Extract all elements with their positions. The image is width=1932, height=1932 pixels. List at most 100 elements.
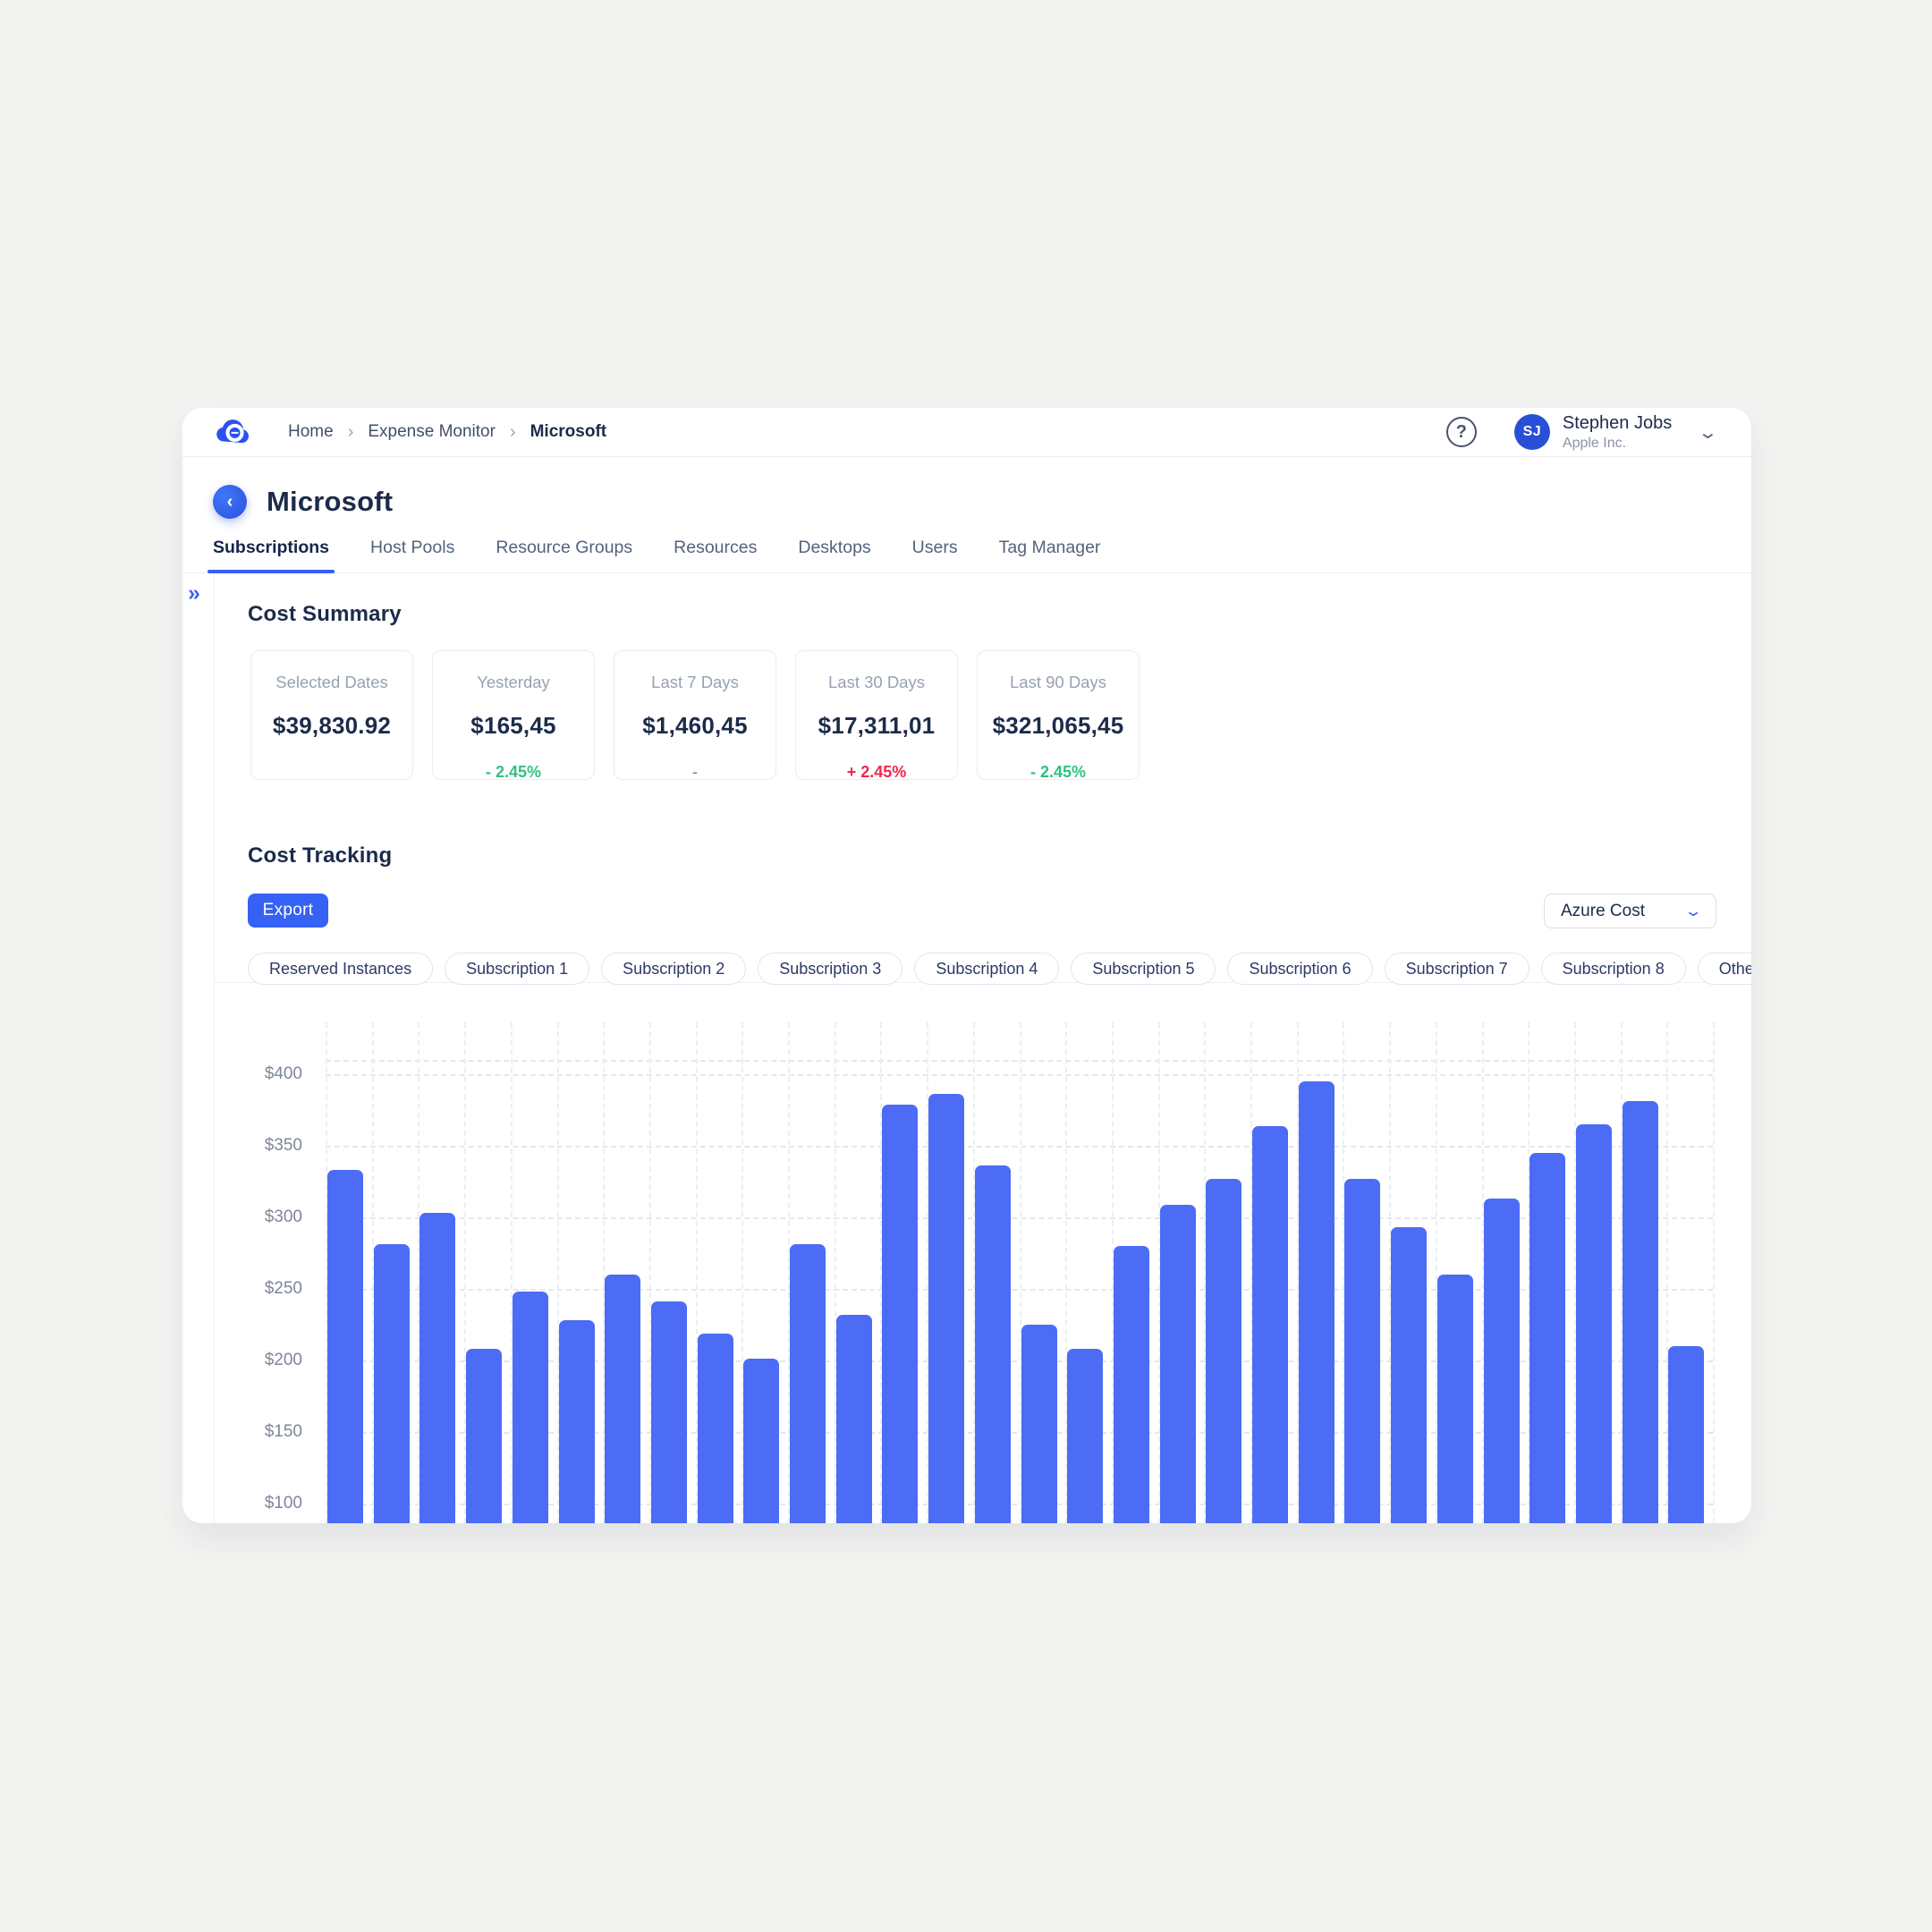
metric-select-value: Azure Cost — [1561, 901, 1645, 920]
breadcrumb-expense-monitor[interactable]: Expense Monitor — [368, 422, 496, 441]
chart-bar[interactable] — [1067, 1349, 1104, 1523]
cost-summary-heading: Cost Summary — [248, 602, 402, 626]
chart-bar[interactable] — [882, 1104, 919, 1523]
summary-card-delta: - 2.45% — [1030, 763, 1087, 781]
chart-bar[interactable] — [1252, 1125, 1288, 1523]
tab-subscriptions[interactable]: Subscriptions — [207, 538, 335, 573]
chart-bar[interactable] — [512, 1292, 548, 1523]
summary-card-delta: - 2.45% — [485, 763, 542, 781]
chart-bar[interactable] — [743, 1359, 780, 1523]
chart-gridline — [326, 1074, 1713, 1076]
chart-bar[interactable] — [835, 1314, 872, 1523]
chart-bar[interactable] — [558, 1320, 595, 1523]
summary-card-value: $1,460,45 — [642, 712, 748, 739]
y-axis-tick-label: $100 — [264, 1494, 302, 1513]
tab-resource-groups[interactable]: Resource Groups — [496, 538, 633, 557]
y-axis-tick-label: $400 — [264, 1064, 302, 1083]
summary-card-label: Selected Dates — [275, 673, 388, 691]
chart-bar[interactable] — [1622, 1101, 1658, 1523]
page-title: Microsoft — [267, 486, 394, 517]
chart-bar[interactable] — [1530, 1153, 1566, 1523]
chart-bar[interactable] — [1668, 1346, 1705, 1523]
breadcrumb-separator-icon: › — [347, 421, 354, 442]
filter-chip[interactable]: Subscription 5 — [1071, 953, 1216, 985]
chevron-down-icon: ⌄ — [1683, 902, 1703, 919]
filter-chip[interactable]: Other (5 subscriptions) — [1697, 953, 1751, 985]
chart-bar[interactable] — [974, 1165, 1011, 1523]
y-axis-tick-label: $150 — [264, 1422, 302, 1441]
filter-chip[interactable]: Subscription 3 — [758, 953, 903, 985]
chart-bar[interactable] — [327, 1170, 363, 1523]
user-info: Stephen Jobs Apple Inc. — [1563, 412, 1672, 453]
back-button[interactable]: ‹ — [213, 485, 247, 519]
breadcrumb: Home › Expense Monitor › Microsoft — [288, 422, 606, 443]
chart-gridline-vertical — [1713, 1022, 1715, 1523]
tab-host-pools[interactable]: Host Pools — [370, 538, 455, 557]
filter-chip[interactable]: Subscription 6 — [1227, 953, 1373, 985]
tab-desktops[interactable]: Desktops — [798, 538, 871, 557]
chevron-down-icon[interactable]: ⌄ — [1697, 422, 1719, 443]
user-org: Apple Inc. — [1562, 435, 1627, 451]
breadcrumb-separator-icon: › — [509, 421, 516, 442]
summary-card-value: $165,45 — [470, 712, 556, 739]
y-axis-tick-label: $350 — [264, 1136, 302, 1155]
summary-card-label: Last 7 Days — [651, 673, 739, 691]
chart-bar[interactable] — [928, 1094, 965, 1523]
summary-card: Last 90 Days $321,065,45 - 2.45% — [977, 650, 1140, 781]
top-navbar: Home › Expense Monitor › Microsoft ? SJ … — [182, 408, 1751, 457]
summary-card-label: Yesterday — [477, 673, 550, 691]
expand-sidebar-icon[interactable]: » — [188, 580, 200, 606]
chart-bar[interactable] — [697, 1333, 733, 1523]
chart-bar[interactable] — [790, 1244, 826, 1523]
summary-card-value: $17,311,01 — [818, 712, 936, 739]
chart-bar[interactable] — [1391, 1227, 1428, 1523]
summary-card-value: $321,065,45 — [992, 712, 1124, 739]
cost-summary-cards: Selected Dates $39,830.92 Yesterday $165,45… — [250, 650, 1140, 781]
chart-bar[interactable] — [1344, 1178, 1381, 1523]
chart-bar[interactable] — [419, 1213, 456, 1523]
sidebar-rail: » — [182, 573, 215, 1523]
summary-card-delta: - — [692, 763, 698, 781]
filter-chips: Reserved Instances Subscription 1 Subscrip… — [248, 953, 1751, 985]
tab-resources[interactable]: Resources — [674, 538, 758, 557]
summary-card: Last 7 Days $1,460,45 - — [614, 650, 776, 781]
filter-chip[interactable]: Reserved Instances — [248, 953, 434, 985]
chart-bar[interactable] — [1483, 1199, 1520, 1523]
help-icon[interactable]: ? — [1445, 417, 1477, 447]
user-name: Stephen Jobs — [1562, 412, 1673, 433]
cost-tracking-heading: Cost Tracking — [248, 843, 393, 868]
chart-bar[interactable] — [373, 1244, 410, 1523]
y-axis-tick-label: $200 — [264, 1351, 302, 1369]
chart-bar[interactable] — [466, 1349, 503, 1523]
summary-card-label: Last 90 Days — [1010, 673, 1106, 691]
summary-card: Selected Dates $39,830.92 — [250, 650, 413, 780]
app-window: Home › Expense Monitor › Microsoft ? SJ … — [182, 408, 1751, 1523]
chart-bar[interactable] — [1113, 1246, 1149, 1523]
filter-chip[interactable]: Subscription 1 — [445, 953, 590, 985]
cloud-logo-icon[interactable] — [213, 413, 250, 451]
chart-gridline — [326, 1146, 1713, 1148]
export-button[interactable]: Export — [248, 894, 328, 928]
summary-card: Yesterday $165,45 - 2.45% — [432, 650, 595, 781]
breadcrumb-microsoft: Microsoft — [530, 422, 607, 441]
filter-chip[interactable]: Subscription 4 — [914, 953, 1060, 985]
tab-tag-manager[interactable]: Tag Manager — [998, 538, 1101, 557]
avatar[interactable]: SJ — [1513, 414, 1550, 450]
filter-chip[interactable]: Subscription 7 — [1384, 953, 1530, 985]
y-axis-tick-label: $250 — [264, 1279, 302, 1298]
filter-chip[interactable]: Subscription 2 — [601, 953, 747, 985]
chart-bar[interactable] — [1436, 1275, 1473, 1523]
tab-users[interactable]: Users — [911, 538, 958, 557]
chart-bar[interactable] — [1298, 1081, 1335, 1523]
chart-bar[interactable] — [1159, 1204, 1196, 1523]
summary-card: Last 30 Days $17,311,01 + 2.45% — [795, 650, 958, 781]
chart-bar[interactable] — [1206, 1178, 1242, 1523]
summary-card-label: Last 30 Days — [828, 673, 925, 691]
metric-select[interactable]: Azure Cost ⌄ — [1544, 894, 1716, 928]
chart-bar[interactable] — [650, 1301, 687, 1523]
chart-bar[interactable] — [1021, 1325, 1057, 1523]
breadcrumb-home[interactable]: Home — [288, 422, 334, 441]
chart-bar[interactable] — [605, 1275, 641, 1523]
filter-chip[interactable]: Subscription 8 — [1540, 953, 1686, 985]
chart-bar[interactable] — [1575, 1124, 1612, 1523]
